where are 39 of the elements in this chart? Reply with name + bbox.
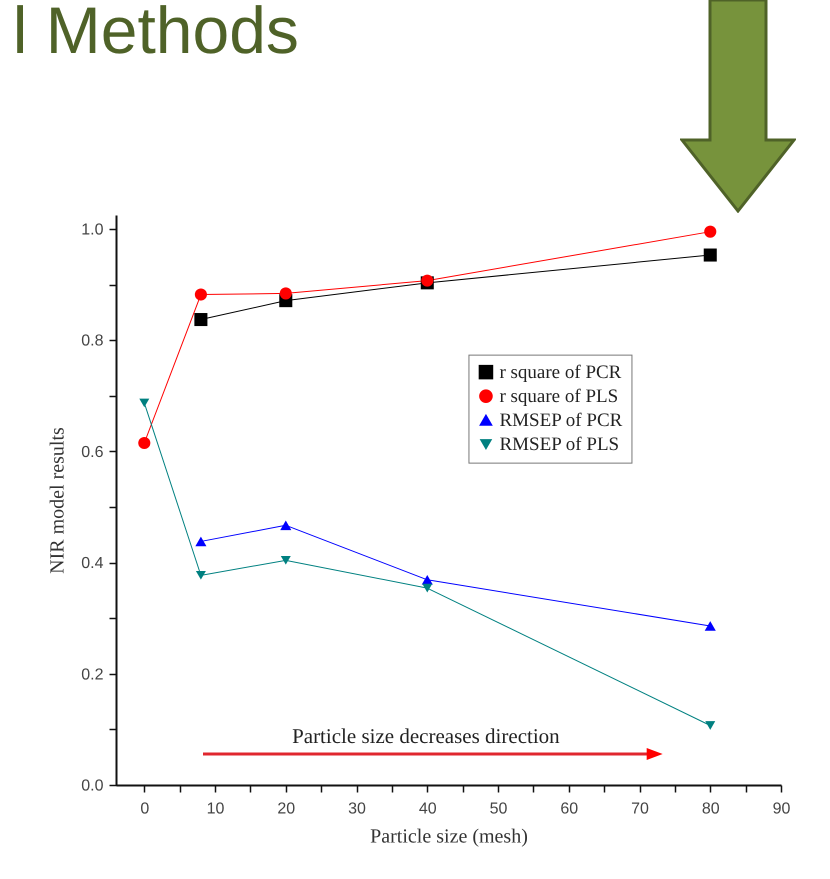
y-tick-label: 0.2 (81, 666, 104, 684)
x-tick-label: 30 (348, 800, 366, 818)
legend-label: r square of PCR (499, 362, 622, 384)
y-tick-label: 0.6 (81, 444, 104, 461)
y-tick-label: 0.8 (81, 332, 104, 350)
y-axis-title: NIR model results (46, 426, 68, 574)
chart-title: l Methods (12, 0, 299, 67)
x-tick-label: 60 (560, 800, 578, 818)
point (280, 556, 291, 565)
point (196, 571, 206, 580)
x-tick-label: 0 (140, 800, 150, 818)
point (704, 226, 716, 238)
y-tick-label: 0.4 (81, 555, 104, 572)
x-tick-label: 20 (277, 800, 296, 818)
point (280, 520, 292, 530)
point (194, 288, 207, 301)
y-tick-label: 1.0 (81, 221, 104, 238)
x-tick-label: 10 (206, 800, 225, 818)
point (705, 721, 716, 730)
legend-label: r square of PLS (499, 386, 618, 408)
point (421, 274, 434, 287)
x-tick-label: 80 (702, 800, 720, 818)
x-tick-label: 50 (490, 800, 508, 818)
x-tick-label: 40 (418, 800, 437, 818)
point (280, 287, 292, 300)
point (704, 621, 716, 631)
point (195, 536, 206, 546)
point (704, 248, 717, 262)
point (139, 398, 150, 408)
x-tick-label: 70 (631, 800, 650, 818)
legend-label: RMSEP of PCR (499, 410, 623, 432)
point (138, 436, 150, 450)
point (194, 313, 208, 326)
x-tick-label: 90 (772, 800, 790, 818)
x-axis-title: Particle size (mesh) (370, 826, 528, 848)
annotation: Particle size decreases direction (292, 724, 560, 749)
y-tick-label: 0.0 (81, 778, 104, 794)
legend-label: RMSEP of PLS (499, 434, 620, 456)
point (422, 584, 432, 592)
